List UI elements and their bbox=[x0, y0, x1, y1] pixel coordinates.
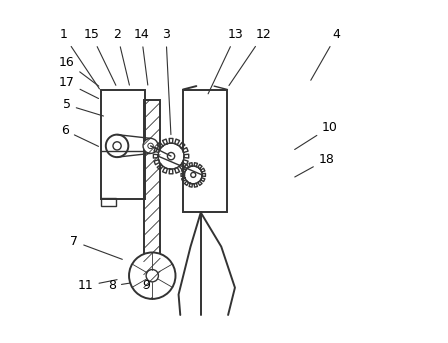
Bar bbox=[144, 100, 160, 291]
Text: 10: 10 bbox=[295, 121, 338, 150]
Text: 3: 3 bbox=[162, 28, 171, 134]
Text: 13: 13 bbox=[208, 28, 244, 94]
Circle shape bbox=[143, 138, 158, 153]
Text: 6: 6 bbox=[61, 124, 99, 146]
Text: 7: 7 bbox=[70, 235, 122, 259]
Text: 16: 16 bbox=[59, 56, 99, 86]
Text: 1: 1 bbox=[60, 28, 99, 89]
Text: 5: 5 bbox=[63, 98, 103, 116]
Text: 18: 18 bbox=[295, 153, 334, 177]
Circle shape bbox=[106, 134, 128, 157]
Circle shape bbox=[185, 166, 202, 184]
Bar bbox=[183, 90, 228, 213]
Text: 9: 9 bbox=[142, 280, 152, 299]
Text: 4: 4 bbox=[311, 28, 340, 80]
Text: 14: 14 bbox=[134, 28, 149, 85]
Text: 17: 17 bbox=[59, 76, 99, 98]
Circle shape bbox=[158, 143, 184, 169]
Text: 11: 11 bbox=[78, 280, 117, 293]
Circle shape bbox=[129, 252, 176, 299]
Bar bbox=[101, 90, 146, 199]
Bar bbox=[101, 198, 116, 206]
Text: 15: 15 bbox=[83, 28, 116, 85]
Text: 8: 8 bbox=[108, 280, 131, 293]
Text: 2: 2 bbox=[113, 28, 129, 85]
Text: 12: 12 bbox=[229, 28, 271, 85]
